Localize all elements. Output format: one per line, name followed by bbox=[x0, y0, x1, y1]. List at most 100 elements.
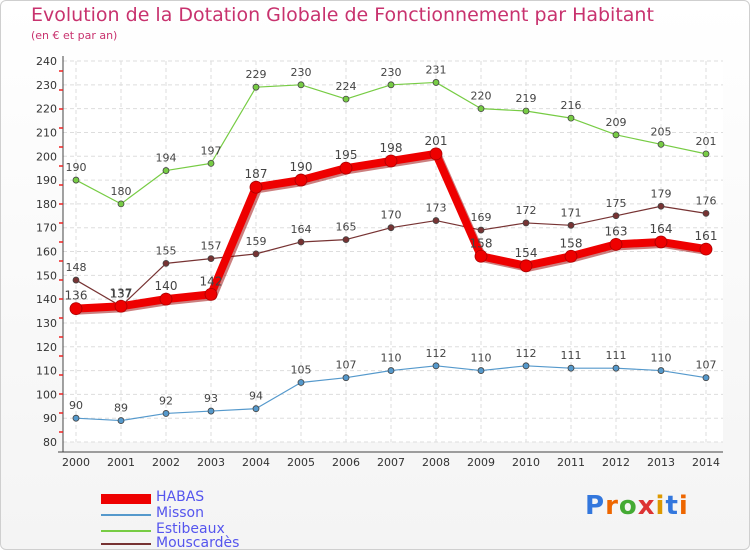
y-tick-label: 180 bbox=[36, 198, 57, 211]
legend-label-estibeaux: Estibeaux bbox=[156, 521, 225, 537]
y-tick-label: 150 bbox=[36, 269, 57, 282]
legend-swatch-habas bbox=[101, 494, 151, 504]
legend-swatch-misson bbox=[101, 514, 151, 516]
data-point-estibeaux bbox=[117, 200, 125, 208]
data-label-mouscardes: 171 bbox=[561, 206, 582, 219]
data-point-habas bbox=[609, 237, 623, 251]
x-tick-label: 2004 bbox=[242, 456, 270, 469]
x-tick-label: 2011 bbox=[557, 456, 585, 469]
data-label-mouscardes: 169 bbox=[471, 211, 492, 224]
data-label-habas: 187 bbox=[245, 167, 268, 181]
data-point-mouscardes bbox=[567, 221, 575, 229]
data-point-mouscardes bbox=[342, 236, 350, 243]
data-label-mouscardes: 164 bbox=[291, 223, 312, 236]
data-label-estibeaux: 224 bbox=[336, 80, 357, 93]
data-label-misson: 112 bbox=[516, 347, 537, 360]
proxiti-logo: Proxiti bbox=[585, 491, 689, 521]
data-point-estibeaux bbox=[702, 150, 710, 158]
data-point-misson bbox=[297, 379, 305, 386]
data-label-mouscardes: 157 bbox=[201, 240, 222, 253]
data-label-misson: 92 bbox=[159, 394, 173, 407]
data-label-misson: 110 bbox=[381, 352, 402, 365]
data-label-habas: 164 bbox=[650, 222, 673, 236]
legend-swatch-estibeaux bbox=[101, 530, 151, 532]
data-point-habas bbox=[339, 161, 353, 175]
data-label-habas: 195 bbox=[335, 148, 358, 162]
data-point-mouscardes bbox=[612, 212, 620, 220]
data-label-mouscardes: 175 bbox=[606, 197, 627, 210]
y-tick-label: 110 bbox=[36, 365, 57, 378]
data-point-habas bbox=[474, 249, 488, 263]
data-label-habas: 140 bbox=[155, 279, 178, 293]
x-tick-label: 2005 bbox=[287, 456, 315, 469]
data-point-habas bbox=[519, 259, 533, 273]
data-label-estibeaux: 205 bbox=[651, 125, 672, 138]
x-tick-label: 2014 bbox=[692, 456, 720, 469]
data-point-mouscardes bbox=[252, 250, 260, 258]
data-point-estibeaux bbox=[162, 167, 170, 174]
data-label-habas: 161 bbox=[695, 229, 718, 243]
data-label-mouscardes: 172 bbox=[516, 204, 537, 217]
data-point-misson bbox=[432, 362, 440, 370]
logo-letter: i bbox=[678, 491, 689, 521]
data-point-mouscardes bbox=[522, 219, 530, 227]
data-label-misson: 94 bbox=[249, 390, 263, 403]
data-label-habas: 190 bbox=[290, 160, 313, 174]
logo-letter: P bbox=[585, 491, 606, 521]
data-label-estibeaux: 194 bbox=[156, 152, 177, 165]
y-tick-label: 100 bbox=[36, 388, 57, 401]
y-tick-label: 170 bbox=[36, 222, 57, 235]
data-label-estibeaux: 197 bbox=[201, 144, 222, 157]
data-label-habas: 163 bbox=[605, 224, 628, 238]
data-point-misson bbox=[72, 414, 80, 422]
y-tick-label: 160 bbox=[36, 246, 57, 259]
data-point-misson bbox=[207, 407, 215, 415]
data-point-habas bbox=[384, 154, 398, 168]
x-tick-label: 2003 bbox=[197, 456, 225, 469]
data-point-habas bbox=[294, 173, 308, 187]
data-label-misson: 110 bbox=[471, 352, 492, 365]
data-label-misson: 111 bbox=[606, 349, 627, 362]
data-label-mouscardes: 176 bbox=[696, 194, 717, 207]
data-label-mouscardes: 148 bbox=[66, 261, 87, 274]
data-point-estibeaux bbox=[342, 95, 350, 103]
data-label-mouscardes: 137 bbox=[111, 287, 132, 300]
data-point-misson bbox=[657, 367, 665, 374]
data-label-mouscardes: 170 bbox=[381, 209, 402, 222]
data-label-estibeaux: 201 bbox=[696, 135, 717, 148]
data-label-estibeaux: 190 bbox=[66, 161, 87, 174]
data-label-misson: 105 bbox=[291, 363, 312, 376]
y-tick-label: 210 bbox=[36, 126, 57, 139]
data-point-habas bbox=[114, 299, 128, 313]
data-label-misson: 90 bbox=[69, 399, 83, 412]
data-point-misson bbox=[702, 374, 710, 382]
x-tick-label: 2002 bbox=[152, 456, 180, 469]
data-point-habas bbox=[699, 242, 713, 256]
data-label-estibeaux: 180 bbox=[111, 185, 132, 198]
data-label-habas: 154 bbox=[515, 246, 538, 260]
data-point-estibeaux bbox=[612, 131, 620, 139]
data-point-estibeaux bbox=[72, 176, 80, 184]
data-point-mouscardes bbox=[432, 217, 440, 224]
data-point-mouscardes bbox=[657, 202, 665, 210]
data-label-misson: 107 bbox=[696, 359, 717, 372]
data-point-estibeaux bbox=[522, 107, 530, 115]
data-label-mouscardes: 173 bbox=[426, 202, 447, 215]
data-point-estibeaux bbox=[432, 79, 440, 86]
data-point-misson bbox=[387, 367, 395, 374]
y-tick-label: 90 bbox=[43, 412, 57, 425]
data-point-mouscardes bbox=[207, 255, 215, 263]
data-label-habas: 201 bbox=[425, 134, 448, 148]
data-point-habas bbox=[564, 249, 578, 263]
y-tick-label: 80 bbox=[43, 436, 57, 449]
data-label-estibeaux: 209 bbox=[606, 116, 627, 129]
logo-letter: t bbox=[665, 491, 679, 521]
x-tick-label: 2013 bbox=[647, 456, 675, 469]
data-point-misson bbox=[162, 410, 170, 417]
data-point-misson bbox=[567, 364, 575, 372]
data-point-estibeaux bbox=[387, 81, 395, 89]
chart-title: Evolution de la Dotation Globale de Fonc… bbox=[31, 4, 654, 26]
data-label-habas: 136 bbox=[65, 289, 88, 303]
data-label-misson: 107 bbox=[336, 359, 357, 372]
data-point-misson bbox=[612, 364, 620, 372]
